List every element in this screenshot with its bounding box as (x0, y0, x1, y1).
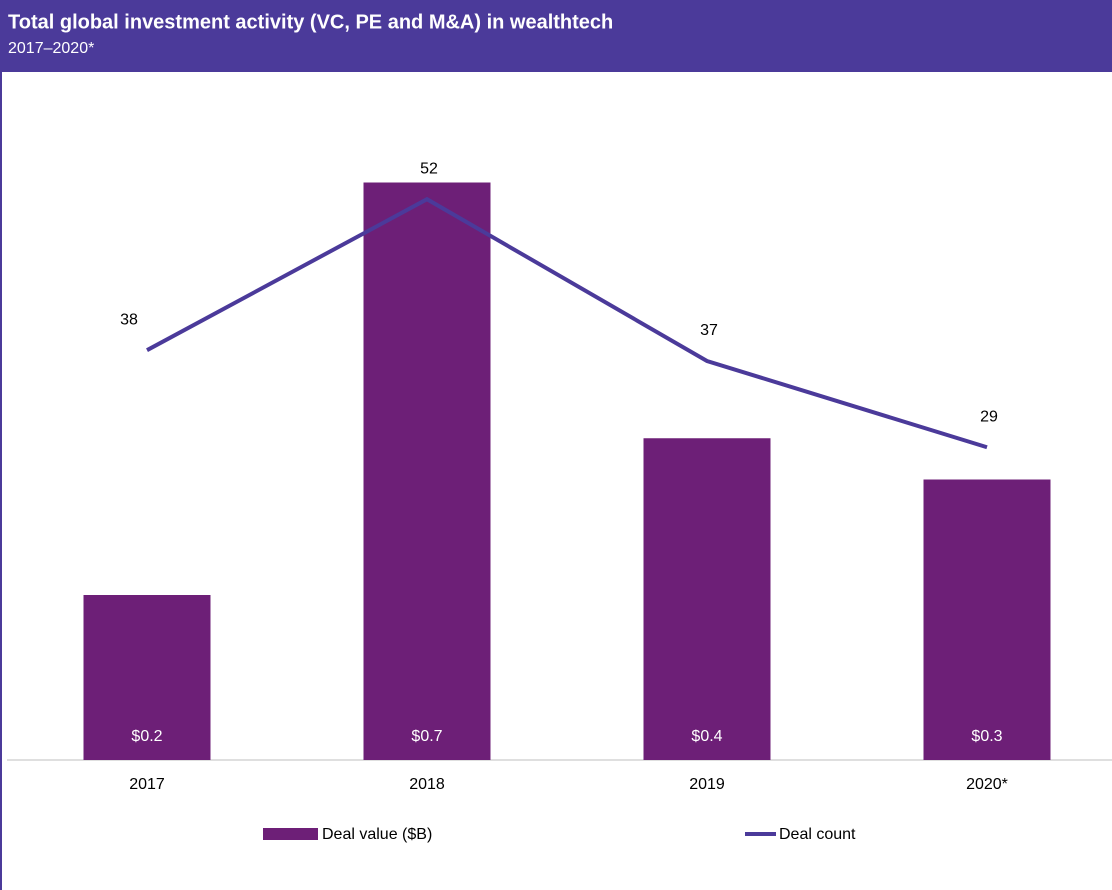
chart-title: Total global investment activity (VC, PE… (8, 11, 613, 33)
line-value-label: 38 (120, 311, 138, 328)
x-tick-label: 2018 (409, 776, 445, 793)
bar (643, 438, 771, 760)
bar (363, 182, 491, 760)
bar-value-label: $0.4 (691, 728, 722, 745)
chart-subtitle: 2017–2020* (8, 40, 94, 57)
bar-value-label: $0.3 (971, 728, 1002, 745)
line (146, 196, 988, 450)
line-value-label: 29 (980, 408, 998, 425)
legend-swatch (263, 828, 318, 840)
line-value-label: 52 (420, 160, 438, 177)
legend-label: Deal value ($B) (322, 826, 432, 843)
x-tick-label: 2020* (966, 776, 1008, 793)
line-value-label: 37 (700, 322, 718, 339)
legend-label: Deal count (779, 826, 856, 843)
bar-value-label: $0.2 (131, 728, 162, 745)
bar (923, 479, 1051, 760)
x-tick-label: 2017 (129, 776, 165, 793)
bar (83, 595, 211, 760)
header-band (0, 0, 1112, 72)
bar-value-label: $0.7 (411, 728, 442, 745)
x-tick-label: 2019 (689, 776, 725, 793)
